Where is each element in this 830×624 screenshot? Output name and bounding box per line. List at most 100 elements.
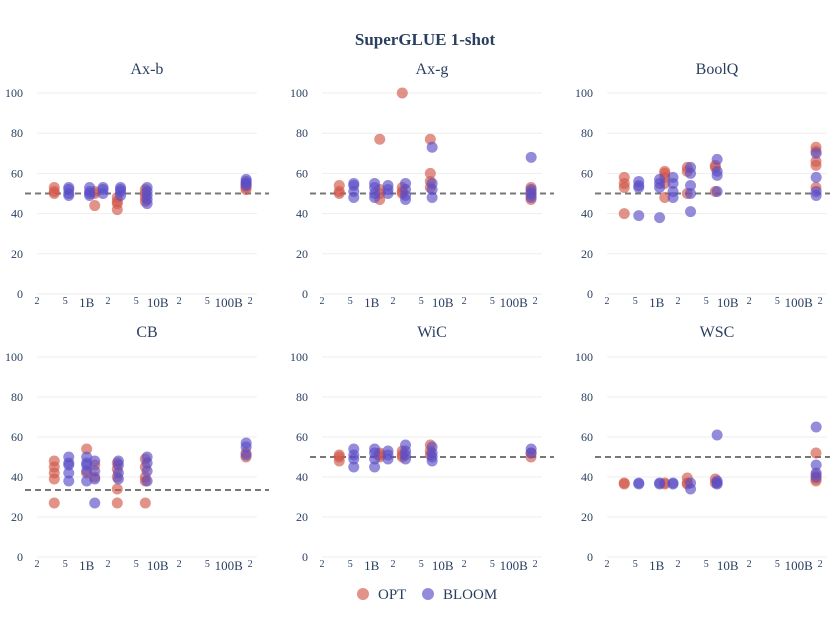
y-tick-label: 60 (11, 166, 23, 180)
x-tick-label: 2 (676, 296, 681, 307)
data-point-bloom (667, 177, 679, 189)
data-point-bloom (141, 198, 153, 210)
data-point-bloom (63, 190, 75, 202)
y-tick-label: 20 (11, 247, 23, 261)
data-point-opt (618, 478, 630, 490)
x-tick-label: 100B (785, 295, 814, 310)
data-point-bloom (369, 453, 381, 465)
data-point-opt (618, 181, 630, 193)
x-tick-label: 2 (35, 296, 40, 307)
x-tick-label: 2 (248, 296, 253, 307)
y-tick-label: 40 (11, 207, 23, 221)
x-tick-label: 5 (419, 296, 424, 307)
x-tick-label: 5 (348, 559, 353, 570)
data-point-opt (48, 473, 60, 485)
data-point-bloom (810, 471, 822, 483)
x-tick-label: 1B (649, 558, 665, 573)
x-tick-label: 100B (500, 558, 529, 573)
x-tick-label: 5 (775, 559, 780, 570)
data-point-bloom (89, 473, 101, 485)
data-point-bloom (63, 459, 75, 471)
legend: OPT BLOOM (357, 587, 497, 603)
data-point-bloom (685, 206, 697, 218)
x-tick-label: 2 (533, 559, 538, 570)
data-point-bloom (654, 181, 666, 193)
data-point-bloom (525, 192, 537, 204)
legend-label-bloom: BLOOM (443, 587, 497, 603)
x-tick-label: 2 (391, 296, 396, 307)
data-point-bloom (240, 449, 252, 461)
x-tick-label: 5 (490, 296, 495, 307)
data-point-bloom (685, 188, 697, 199)
x-tick-label: 5 (134, 559, 139, 570)
x-tick-label: 2 (747, 559, 752, 570)
x-tick-label: 1B (364, 558, 380, 573)
data-point-bloom (89, 465, 101, 477)
panel-title: BoolQ (696, 61, 739, 78)
data-point-bloom (525, 447, 537, 459)
y-tick-label: 60 (11, 430, 23, 444)
x-tick-label: 2 (177, 559, 182, 570)
panel-ax-g: Ax-g 0 20 40 60 80 100 2 5 1B 2 5 10B 2 5 100B 2 (290, 61, 554, 310)
chart-title: SuperGLUE 1-shot (355, 30, 496, 49)
data-point-bloom (141, 475, 153, 487)
data-point-bloom (667, 478, 679, 490)
data-point-bloom (115, 190, 127, 202)
data-point-bloom (348, 461, 360, 473)
data-point-bloom (382, 188, 394, 199)
x-tick-label: 5 (348, 296, 353, 307)
data-point-bloom (63, 475, 75, 487)
x-tick-label: 2 (106, 559, 111, 570)
data-point-opt (111, 483, 123, 495)
data-point-bloom (654, 478, 666, 490)
y-tick-label: 100 (290, 86, 308, 100)
data-point-opt (333, 455, 345, 467)
x-tick-label: 5 (134, 296, 139, 307)
y-tick-label: 40 (11, 470, 23, 484)
x-tick-label: 1B (364, 295, 380, 310)
data-point-bloom (84, 190, 96, 202)
data-point-bloom (141, 465, 153, 477)
data-point-bloom (81, 465, 93, 477)
data-point-bloom (89, 497, 101, 509)
data-point-opt (659, 192, 671, 204)
panel-title: Ax-g (416, 61, 449, 78)
panel-wic: WiC 0 20 40 60 80 100 2 5 1B 2 5 10B 2 5 100B 2 (290, 324, 554, 573)
x-tick-label: 2 (818, 296, 823, 307)
y-tick-label: 60 (296, 166, 308, 180)
data-point-bloom (633, 210, 645, 222)
x-tick-label: 5 (775, 296, 780, 307)
legend-marker-bloom (422, 588, 434, 600)
data-point-opt (89, 200, 101, 212)
data-point-bloom (711, 169, 723, 181)
data-point-bloom (112, 473, 124, 485)
data-point-bloom (810, 171, 822, 183)
data-point-bloom (141, 457, 153, 469)
x-tick-label: 100B (215, 558, 244, 573)
x-tick-label: 10B (432, 558, 454, 573)
panel-title: Ax-b (131, 61, 164, 78)
x-tick-label: 2 (320, 559, 325, 570)
data-point-bloom (369, 461, 381, 473)
x-tick-label: 100B (500, 295, 529, 310)
y-tick-label: 20 (581, 247, 593, 261)
panel-title: WiC (417, 324, 447, 341)
x-tick-label: 5 (490, 559, 495, 570)
x-tick-label: 1B (79, 295, 95, 310)
data-point-bloom (112, 459, 124, 471)
y-tick-label: 100 (5, 86, 23, 100)
data-point-opt (618, 208, 630, 220)
panel-boolq: BoolQ 0 20 40 60 80 100 2 5 1B 2 5 10B 2 5 100B 2 (575, 61, 830, 310)
x-tick-label: 2 (391, 559, 396, 570)
data-point-bloom (711, 185, 723, 197)
data-point-bloom (685, 179, 697, 191)
y-tick-label: 0 (17, 287, 23, 301)
y-tick-label: 80 (296, 390, 308, 404)
x-tick-label: 5 (633, 296, 638, 307)
data-point-opt (139, 497, 151, 509)
y-tick-label: 20 (296, 247, 308, 261)
data-point-bloom (63, 467, 75, 479)
data-point-bloom (685, 483, 697, 495)
